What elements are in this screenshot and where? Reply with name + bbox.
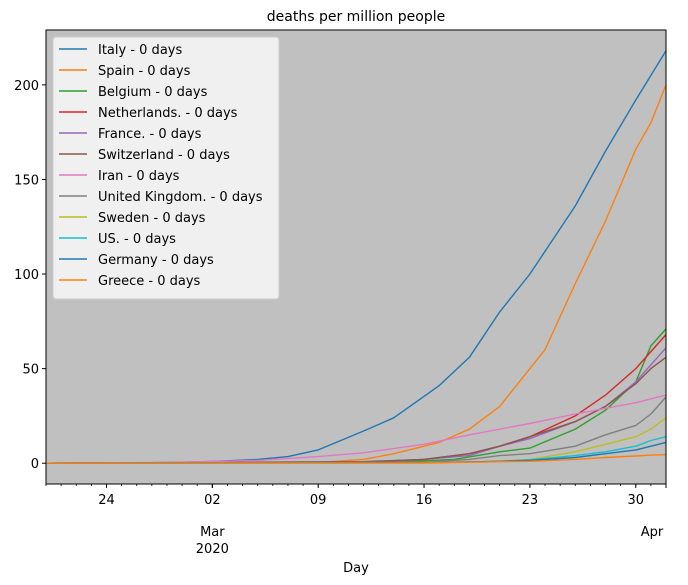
y-tick-label: 0 (31, 457, 39, 472)
x-tick-label: 24 (98, 493, 115, 508)
series-line-5 (45, 356, 667, 464)
y-tick-label: 50 (22, 363, 39, 378)
legend-label: US. - 0 days (98, 232, 176, 247)
x-tick-label: 02 (204, 493, 221, 508)
legend-label: Germany - 0 days (98, 253, 214, 268)
legend-label: Netherlands. - 0 days (98, 106, 238, 121)
legend-label: Switzerland - 0 days (98, 148, 230, 163)
x-month-label: Apr (641, 525, 664, 540)
legend-label: Belgium - 0 days (98, 85, 208, 100)
x-tick-label: 09 (310, 493, 327, 508)
series-line-1 (45, 84, 667, 464)
y-tick-label: 150 (14, 173, 39, 188)
x-month-label: Mar (200, 525, 225, 540)
legend-label: Italy - 0 days (98, 43, 182, 58)
legend-label: Sweden - 0 days (98, 211, 206, 226)
series-line-6 (45, 394, 667, 464)
legend: Italy - 0 days Spain - 0 days Belgium - 0 … (52, 36, 280, 300)
series-layer (45, 50, 667, 464)
x-axis-label: Day (343, 561, 369, 576)
x-tick-label: 16 (416, 493, 433, 508)
y-axis: 0 50 100 150 200 (14, 79, 46, 472)
legend-label: Iran - 0 days (98, 169, 180, 184)
legend-label: United Kingdom. - 0 days (98, 190, 263, 205)
legend-label: France. - 0 days (98, 127, 202, 142)
y-tick-label: 100 (14, 268, 39, 283)
series-line-7 (45, 396, 667, 464)
chart-title: deaths per million people (267, 9, 445, 25)
x-axis: 24 02 09 16 23 30 Mar 2020 Apr (45, 484, 667, 557)
series-line-11 (45, 454, 667, 464)
x-tick-label: 30 (627, 493, 644, 508)
legend-box (52, 36, 280, 300)
y-tick-label: 200 (14, 79, 39, 94)
x-tick-label: 23 (522, 493, 539, 508)
legend-label: Spain - 0 days (98, 64, 191, 79)
series-line-2 (45, 328, 667, 464)
plot-frame (45, 29, 667, 485)
legend-label: Greece - 0 days (98, 274, 201, 289)
x-month-label: 2020 (196, 542, 229, 557)
